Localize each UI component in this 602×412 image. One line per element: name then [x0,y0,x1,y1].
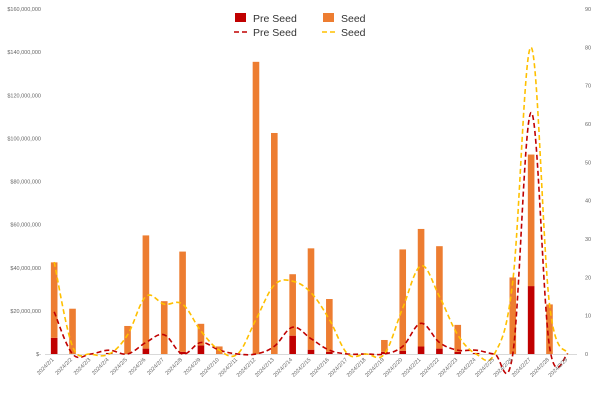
bar-pre-seed [179,351,186,354]
x-tick-label: 2024/2/10 [199,357,221,379]
y-right-tick-label: 0 [585,352,588,358]
bar-seed [527,154,535,287]
legend: Pre Seed Seed Pre Seed Seed [234,13,366,39]
bar-seed [197,323,205,346]
x-tick-label: 2024/2/7 [146,357,165,376]
bar-pre-seed [527,286,535,354]
bar-seed [50,262,58,338]
y-left-tick-label: $20,000,000 [10,309,41,315]
line-seed [53,46,569,362]
x-tick-label: 2024/2/3 [73,357,92,376]
bar-seed [69,308,76,354]
tick-labels: $- $20,000,000 $40,000,000 $60,000,000 $80,0… [7,7,591,379]
bar-pre-seed [289,335,296,354]
bar-pre-seed [381,351,388,354]
bar-pre-seed [142,348,150,354]
bar-seed [160,301,168,354]
bar-pre-seed [326,351,333,354]
y-left-tick-label: $140,000,000 [7,50,41,56]
y-left-tick-label: $40,000,000 [10,266,41,272]
bar-seed [381,339,388,352]
line-series [53,46,569,375]
bar-seed [252,61,260,354]
x-tick-label: 2024/2/8 [165,357,184,376]
bar-pre-seed [197,345,205,354]
bar-pre-seed [307,349,315,354]
y-right-tick-label: 60 [585,122,591,128]
y-right-tick-label: 20 [585,275,591,281]
y-left-tick-label: $60,000,000 [10,223,41,229]
y-left-tick-label: $80,000,000 [10,180,41,186]
y-right-tick-label: 70 [585,84,591,90]
bar-seed [142,235,150,349]
x-tick-label: 2024/2/29 [548,357,570,379]
y-right-tick-label: 50 [585,160,591,166]
bar-seed [307,248,315,350]
legend-label: Pre Seed [253,27,297,39]
bar-pre-seed [417,346,425,354]
bar-series [50,61,553,354]
y-left-tick-label: $160,000,000 [7,7,41,13]
y-left-tick-label: $100,000,000 [7,136,41,142]
legend-swatch [323,13,334,22]
y-left-tick-label: $- [36,352,41,358]
x-tick-label: 2024/2/6 [128,357,147,376]
x-tick-label: 2024/2/2 [55,357,74,376]
bar-seed [417,228,425,347]
y-right-tick-label: 90 [585,7,591,13]
bar-pre-seed [436,348,443,354]
bar-seed [399,249,407,351]
legend-label: Pre Seed [253,13,297,25]
y-right-tick-label: 80 [585,45,591,51]
y-right-tick-label: 40 [585,199,591,205]
x-tick-label: 2024/2/4 [91,357,110,376]
legend-label: Seed [341,13,366,25]
bar-seed [326,299,333,352]
bar-seed [179,251,186,352]
legend-label: Seed [341,27,366,39]
y-right-tick-label: 30 [585,237,591,243]
bar-seed [124,325,131,354]
bar-seed [546,304,553,354]
bar-seed [271,132,278,354]
bar-seed [289,274,296,336]
y-right-tick-label: 10 [585,314,591,320]
bar-pre-seed [50,337,58,354]
bar-seed [454,324,462,352]
x-tick-label: 2024/2/5 [110,357,129,376]
bar-pre-seed [454,351,462,354]
bar-pre-seed [399,350,407,354]
legend-swatch [235,13,246,22]
y-left-tick-label: $120,000,000 [7,93,41,99]
x-tick-label: 2024/2/1 [36,357,55,376]
bar-seed [509,277,517,354]
